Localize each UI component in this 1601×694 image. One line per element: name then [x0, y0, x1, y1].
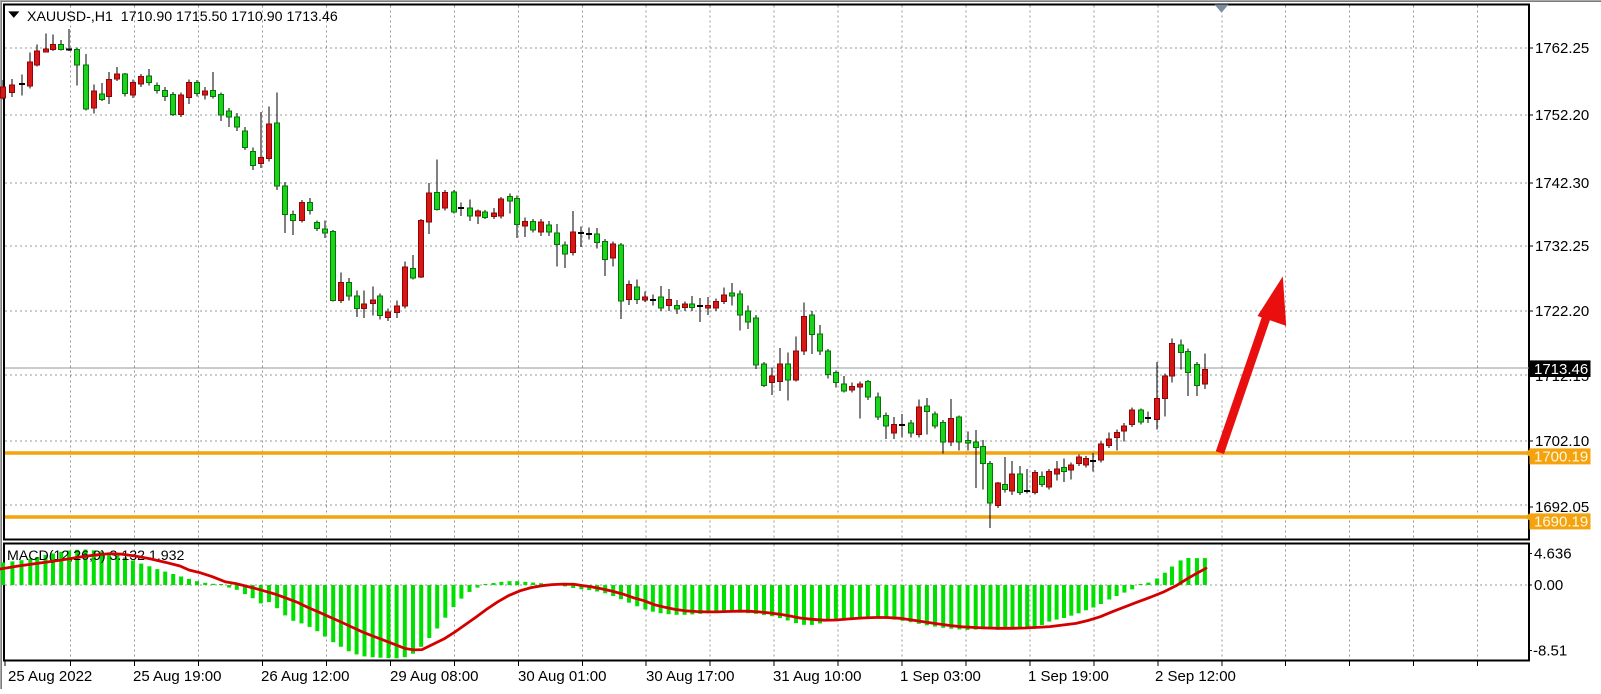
svg-text:31 Aug 10:00: 31 Aug 10:00 [773, 668, 861, 685]
svg-text:26 Aug 12:00: 26 Aug 12:00 [261, 668, 349, 685]
svg-text:30 Aug 17:00: 30 Aug 17:00 [646, 668, 734, 685]
svg-text:30 Aug 01:00: 30 Aug 01:00 [518, 668, 606, 685]
svg-text:1742.30: 1742.30 [1535, 175, 1589, 192]
svg-text:1702.10: 1702.10 [1535, 433, 1589, 450]
svg-text:25 Aug 2022: 25 Aug 2022 [8, 668, 92, 685]
svg-text:1 Sep 19:00: 1 Sep 19:00 [1028, 668, 1109, 685]
svg-text:1692.05: 1692.05 [1535, 499, 1589, 516]
svg-text:-8.51: -8.51 [1533, 643, 1567, 660]
svg-text:1690.19: 1690.19 [1534, 514, 1588, 531]
svg-text:1722.20: 1722.20 [1535, 303, 1589, 320]
svg-text:1713.46: 1713.46 [1534, 361, 1588, 378]
svg-text:1732.25: 1732.25 [1535, 238, 1589, 255]
svg-text:25 Aug 19:00: 25 Aug 19:00 [133, 668, 221, 685]
svg-text:2 Sep 12:00: 2 Sep 12:00 [1155, 668, 1236, 685]
svg-text:4.636: 4.636 [1534, 546, 1572, 563]
svg-text:1752.20: 1752.20 [1535, 107, 1589, 124]
svg-text:29 Aug 08:00: 29 Aug 08:00 [390, 668, 478, 685]
svg-text:1700.19: 1700.19 [1534, 449, 1588, 466]
svg-text:1 Sep 03:00: 1 Sep 03:00 [900, 668, 981, 685]
svg-text:0.00: 0.00 [1534, 577, 1563, 594]
svg-text:1762.25: 1762.25 [1535, 40, 1589, 57]
svg-text:XAUUSD-,H1 1710.90 1715.50 17: XAUUSD-,H1 1710.90 1715.50 1710.90 1713.… [27, 9, 338, 25]
